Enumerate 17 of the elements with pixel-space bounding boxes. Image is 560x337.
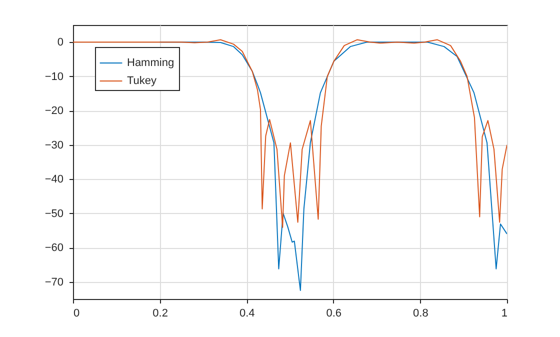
x-tick-label: 1 [501,308,508,320]
y-tick-label: −20 [44,105,64,118]
line-series [73,39,507,228]
y-tick-label: −40 [44,174,64,186]
x-tick-label: 0.6 [326,308,342,320]
y-tick-label: −70 [44,276,64,288]
y-tick-label: −10 [44,70,64,83]
legend-label: Tukey [127,75,158,87]
x-tick-label: 0 [74,308,80,320]
x-tick-label: 0.4 [239,308,255,320]
legend-label: Hamming [127,57,174,69]
y-tick-label: −60 [44,242,64,254]
y-tick-label: 0 [57,36,64,49]
y-tick-label: −30 [44,139,64,152]
x-tick-label: 0.2 [152,308,168,320]
y-tick-label: −50 [44,208,64,220]
x-tick-label: 0.8 [413,308,428,320]
